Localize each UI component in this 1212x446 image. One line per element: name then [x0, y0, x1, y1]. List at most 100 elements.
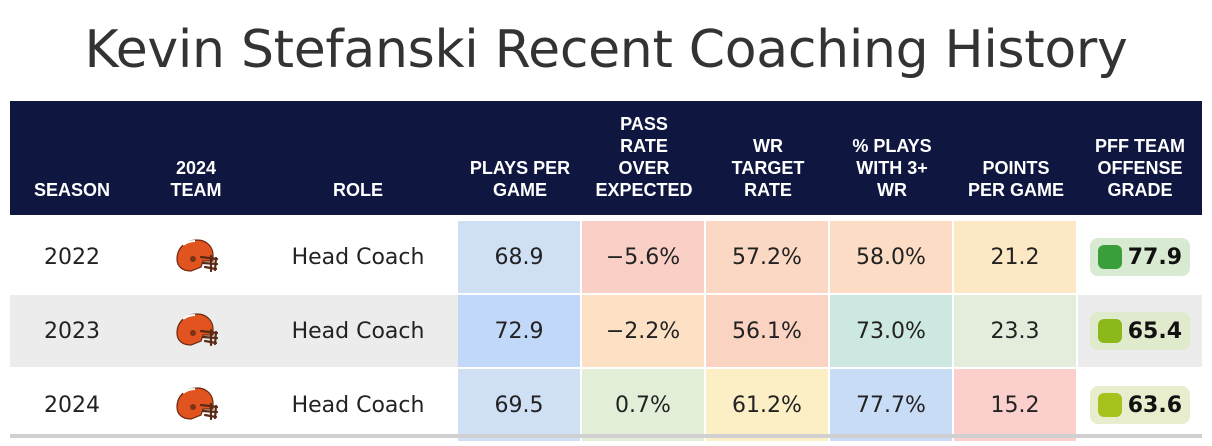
cell-value: −2.2%	[605, 318, 681, 344]
table-bottom-border	[10, 434, 1202, 438]
cell-role: Head Coach	[258, 295, 458, 367]
cell-plays: 68.9	[458, 221, 582, 293]
column-header-line: PER GAME	[967, 180, 1064, 200]
column-header-line: GAME	[493, 180, 547, 200]
browns-helmet-icon	[173, 311, 219, 351]
cell-pff: 63.6	[1078, 369, 1202, 441]
cell-ppg: 21.2	[954, 221, 1078, 293]
cell-value: 23.3	[990, 318, 1040, 344]
cell-season: 2024	[10, 369, 134, 441]
column-header-role: ROLE	[258, 101, 458, 215]
cell-ppg: 23.3	[954, 295, 1078, 367]
column-header-plays: PLAYS PER GAME	[458, 101, 582, 215]
column-header-line: PLAYS PER	[469, 158, 571, 178]
page-title: Kevin Stefanski Recent Coaching History	[84, 20, 1128, 80]
column-header-season: SEASON	[10, 101, 134, 215]
browns-helmet-icon	[173, 385, 219, 425]
grade-color-swatch	[1098, 319, 1122, 343]
column-header-line: EXPECTED	[595, 180, 693, 200]
cell-pct_3wr: 73.0%	[830, 295, 954, 367]
cell-value: 69.5	[494, 392, 544, 418]
grade-value: 65.4	[1127, 318, 1182, 344]
cell-team	[134, 295, 258, 367]
cell-value: 77.7%	[856, 392, 926, 418]
column-header-proe: PASS RATE OVER EXPECTED	[582, 101, 706, 215]
column-header-line: OVER	[618, 158, 670, 178]
table-header: SEASON 2024 TEAM ROLE PLAYS PER GAME PASS RATE O…	[10, 101, 1202, 215]
grade-color-swatch	[1098, 393, 1122, 417]
table-body: 2022 Head Coach 68.9 −5.6% 57.2% 58.0% 21.2 77.…	[10, 221, 1202, 441]
column-header-line: RATE	[744, 180, 792, 200]
grade-color-swatch	[1098, 245, 1122, 269]
grade-badge: 77.9	[1090, 238, 1190, 276]
cell-value: 58.0%	[856, 244, 926, 270]
cell-wr_target: 57.2%	[706, 221, 830, 293]
cell-value: 61.2%	[732, 392, 802, 418]
column-header-line: POINTS	[982, 158, 1050, 178]
column-header-ppg: POINTS PER GAME	[954, 101, 1078, 215]
cell-value: 2022	[44, 244, 100, 270]
column-header-line: % PLAYS	[852, 136, 932, 156]
column-header-line: GRADE	[1107, 180, 1173, 200]
cell-plays: 72.9	[458, 295, 582, 367]
cell-role: Head Coach	[258, 369, 458, 441]
column-header-line: WR	[752, 136, 783, 156]
cell-plays: 69.5	[458, 369, 582, 441]
cell-proe: −5.6%	[582, 221, 706, 293]
column-header-line: RATE	[620, 136, 668, 156]
cell-team	[134, 221, 258, 293]
cell-pff: 77.9	[1078, 221, 1202, 293]
column-header-line: PFF TEAM	[1095, 136, 1185, 156]
column-header-pct_3wr: % PLAYS WITH 3+ WR	[830, 101, 954, 215]
column-header-line: ROLE	[332, 180, 383, 200]
column-header-line: TEAM	[170, 180, 222, 200]
cell-role: Head Coach	[258, 221, 458, 293]
cell-ppg: 15.2	[954, 369, 1078, 441]
cell-value: −5.6%	[605, 244, 681, 270]
cell-value: Head Coach	[291, 318, 425, 344]
column-header-wr_target: WR TARGET RATE	[706, 101, 830, 215]
table-row: 2022 Head Coach 68.9 −5.6% 57.2% 58.0% 21.2 77.…	[10, 221, 1202, 293]
row-separator	[10, 367, 1202, 369]
cell-value: 57.2%	[732, 244, 802, 270]
browns-helmet-icon	[173, 237, 219, 277]
cell-season: 2023	[10, 295, 134, 367]
column-header-line: WITH 3+	[856, 158, 928, 178]
cell-proe: 0.7%	[582, 369, 706, 441]
cell-pct_3wr: 58.0%	[830, 221, 954, 293]
column-header-line: PASS	[620, 114, 668, 134]
cell-pct_3wr: 77.7%	[830, 369, 954, 441]
cell-wr_target: 61.2%	[706, 369, 830, 441]
cell-team	[134, 369, 258, 441]
column-header-line: 2024	[175, 158, 217, 178]
cell-value: 2024	[44, 392, 100, 418]
cell-value: 72.9	[494, 318, 544, 344]
row-separator	[10, 293, 1202, 295]
cell-value: 21.2	[990, 244, 1040, 270]
coaching-history-table: SEASON 2024 TEAM ROLE PLAYS PER GAME PASS RATE O…	[10, 101, 1202, 441]
cell-value: Head Coach	[291, 392, 425, 418]
cell-value: 15.2	[990, 392, 1040, 418]
table-row: 2024 Head Coach 69.5 0.7% 61.2% 77.7% 15.2 63.6	[10, 369, 1202, 441]
column-header-line: SEASON	[33, 180, 111, 200]
cell-value: Head Coach	[291, 244, 425, 270]
column-header-pff: PFF TEAM OFFENSE GRADE	[1078, 101, 1202, 215]
cell-wr_target: 56.1%	[706, 295, 830, 367]
cell-pff: 65.4	[1078, 295, 1202, 367]
column-header-line: TARGET	[731, 158, 805, 178]
cell-value: 68.9	[494, 244, 544, 270]
grade-badge: 65.4	[1090, 312, 1190, 350]
column-header-team: 2024 TEAM	[134, 101, 258, 215]
column-header-line: OFFENSE	[1097, 158, 1183, 178]
table-row: 2023 Head Coach 72.9 −2.2% 56.1% 73.0% 23.3 65.…	[10, 295, 1202, 367]
column-header-line: WR	[877, 180, 907, 200]
cell-value: 73.0%	[856, 318, 926, 344]
cell-value: 2023	[44, 318, 100, 344]
grade-value: 63.6	[1127, 392, 1182, 418]
cell-season: 2022	[10, 221, 134, 293]
grade-badge: 63.6	[1090, 386, 1190, 424]
cell-proe: −2.2%	[582, 295, 706, 367]
grade-value: 77.9	[1127, 244, 1182, 270]
cell-value: 0.7%	[615, 392, 671, 418]
cell-value: 56.1%	[732, 318, 802, 344]
